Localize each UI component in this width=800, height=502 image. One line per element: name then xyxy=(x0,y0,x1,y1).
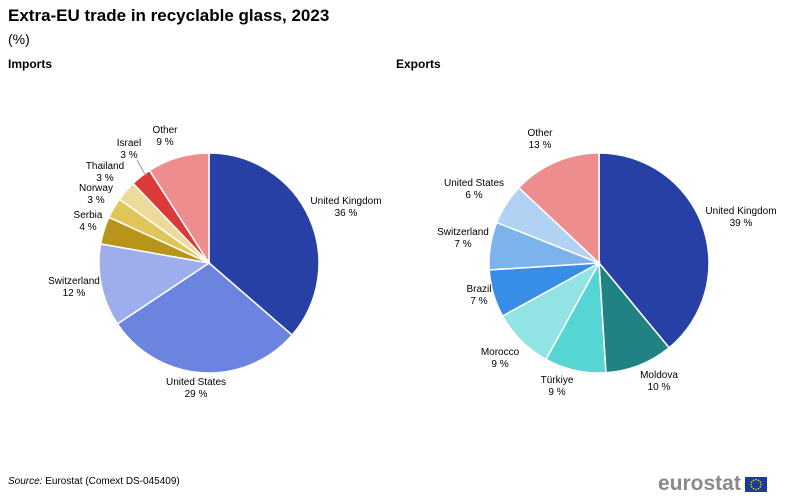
exports-label-morocco: Morocco 9 % xyxy=(481,347,520,370)
eurostat-logo: eurostat xyxy=(658,472,767,496)
eurostat-logo-text: eurostat xyxy=(658,472,741,495)
imports-leader-line xyxy=(136,159,147,177)
source-text: Eurostat (Comext DS-045409) xyxy=(45,476,180,487)
exports-label-switzerland: Switzerland 7 % xyxy=(437,227,489,250)
chart-title: Extra-EU trade in recyclable glass, 2023 xyxy=(8,6,330,25)
imports-label-united-states: United States 29 % xyxy=(166,377,226,400)
imports-label-norway: Norway 3 % xyxy=(79,183,113,206)
imports-slice-united-kingdom[interactable] xyxy=(208,152,320,337)
chart-subtitle: (%) xyxy=(8,31,30,47)
imports-label-united-kingdom: United Kingdom 36 % xyxy=(310,196,381,219)
imports-label-thailand: Thailand 3 % xyxy=(86,161,124,184)
eu-flag-icon xyxy=(744,476,767,492)
source-label: Source: xyxy=(8,476,43,487)
exports-label-brazil: Brazil 7 % xyxy=(466,284,491,307)
imports-slice-switzerland[interactable] xyxy=(98,243,211,325)
exports-label-united-kingdom: United Kingdom 39 % xyxy=(705,206,776,229)
imports-pie-chart: United Kingdom 36 % United States 29 % Switz… xyxy=(48,125,381,400)
imports-label-switzerland: Switzerland 12 % xyxy=(48,276,100,299)
exports-slice-other[interactable] xyxy=(517,152,600,265)
source-note: Source: Eurostat (Comext DS-045409) xyxy=(8,476,180,487)
imports-label-serbia: Serbia 4 % xyxy=(74,210,103,233)
exports-label-moldova: Moldova 10 % xyxy=(640,370,678,393)
exports-label-united-states: United States 6 % xyxy=(444,178,504,201)
exports-label-other: Other 13 % xyxy=(527,128,553,151)
exports-panel-title: Exports xyxy=(396,57,441,71)
exports-slice-united-kingdom[interactable] xyxy=(598,152,710,349)
imports-panel-title: Imports xyxy=(8,57,53,71)
imports-label-other: Other 9 % xyxy=(152,125,178,148)
imports-slice-other[interactable] xyxy=(148,152,210,266)
exports-label-turkiye: Türkiye 9 % xyxy=(541,375,574,398)
imports-slice-united-states[interactable] xyxy=(116,262,294,374)
imports-label-israel: Israel 3 % xyxy=(117,138,141,161)
exports-pie-chart: United Kingdom 39 % Moldova 10 % Türkiye 9 % M… xyxy=(437,128,776,398)
